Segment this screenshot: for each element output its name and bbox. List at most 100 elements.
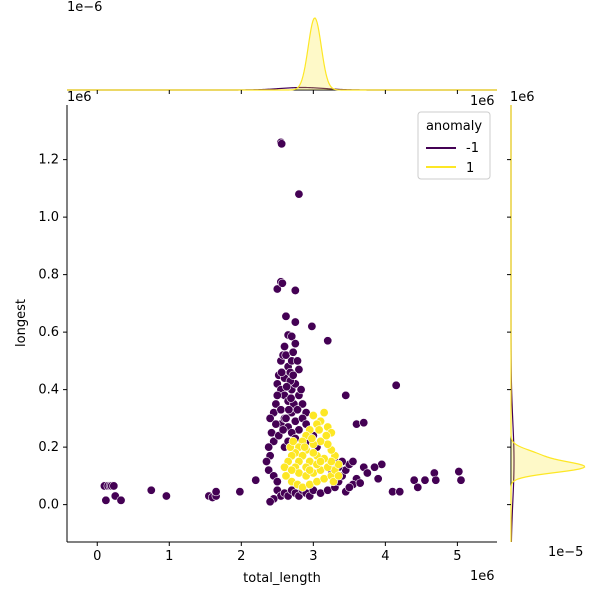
x-axis-label: total_length bbox=[243, 571, 321, 586]
scatter-points bbox=[99, 137, 466, 507]
axes: 0 1 2 3 4 5 0.0 0.2 0.4 0.6 0.8 1.0 1.2 bbox=[38, 105, 497, 564]
point-series0-21 bbox=[277, 278, 287, 288]
point-series0-129 bbox=[292, 405, 302, 415]
y-tick-label-1: 0.2 bbox=[38, 440, 59, 455]
point-series0-50 bbox=[344, 482, 354, 492]
point-series1-4 bbox=[308, 410, 318, 420]
point-series0-13 bbox=[211, 487, 221, 497]
point-series0-135 bbox=[284, 405, 294, 415]
point-series0-59 bbox=[280, 341, 290, 351]
right-marginal-kde bbox=[507, 105, 586, 543]
point-series0-66 bbox=[292, 356, 302, 366]
point-series0-28 bbox=[323, 336, 333, 346]
legend: anomaly -1 1 bbox=[417, 111, 491, 180]
point-series0-8 bbox=[146, 485, 156, 495]
point-series0-29 bbox=[341, 390, 351, 400]
point-series0-130 bbox=[296, 385, 306, 395]
x-tick-label-2: 2 bbox=[237, 549, 245, 564]
point-series0-7 bbox=[116, 495, 126, 505]
point-series0-20 bbox=[272, 284, 282, 294]
point-series0-81 bbox=[264, 465, 274, 475]
point-series1-54 bbox=[328, 477, 338, 487]
point-series0-24 bbox=[290, 317, 300, 327]
point-series0-65 bbox=[290, 339, 300, 349]
top-right-offset-label: 1e6 bbox=[470, 94, 495, 109]
x-tick-label-3: 3 bbox=[309, 549, 317, 564]
point-series1-46 bbox=[308, 448, 318, 458]
point-series0-38 bbox=[409, 475, 419, 485]
right-top-offset-label: 1e6 bbox=[510, 90, 535, 105]
point-series0-14 bbox=[235, 487, 245, 497]
point-series0-131 bbox=[281, 413, 291, 423]
point-series0-37 bbox=[395, 487, 405, 497]
y-tick-label-0: 0.0 bbox=[38, 498, 59, 513]
main-scatter-plot: 0 1 2 3 4 5 0.0 0.2 0.4 0.6 0.8 1.0 1.2 bbox=[38, 105, 497, 564]
y-tick-label-4: 0.8 bbox=[38, 268, 59, 283]
point-series1-55 bbox=[334, 471, 344, 481]
top-marginal-kde bbox=[67, 17, 497, 94]
point-series0-27 bbox=[307, 321, 317, 331]
point-series1-14 bbox=[281, 471, 291, 481]
point-series1-43 bbox=[305, 465, 315, 475]
point-series0-83 bbox=[272, 477, 282, 487]
point-series1-47 bbox=[300, 442, 310, 452]
x-tick-label-1: 1 bbox=[165, 549, 173, 564]
right-kde-pos1-fill bbox=[511, 105, 585, 542]
point-series0-9 bbox=[161, 491, 171, 501]
y-axis-label: longest bbox=[14, 299, 29, 347]
point-series0-43 bbox=[454, 467, 464, 477]
right-kde-pos1 bbox=[510, 105, 586, 542]
point-series0-35 bbox=[373, 474, 383, 484]
point-series0-5 bbox=[109, 481, 119, 491]
point-series0-136 bbox=[288, 370, 298, 380]
point-series0-15 bbox=[251, 475, 261, 485]
top-marginal-offset-label: 1e−6 bbox=[67, 0, 102, 15]
point-series0-134 bbox=[278, 425, 288, 435]
legend-label-pos1: 1 bbox=[466, 161, 474, 176]
point-series0-51 bbox=[355, 478, 365, 488]
point-series0-18 bbox=[294, 189, 304, 199]
top-kde-pos1-fill bbox=[67, 18, 497, 90]
y-tick-label-2: 0.4 bbox=[38, 383, 59, 398]
point-series0-46 bbox=[362, 468, 372, 478]
point-series0-54 bbox=[271, 399, 281, 409]
legend-box bbox=[417, 111, 491, 180]
point-series1-51 bbox=[287, 465, 297, 475]
point-series0-99 bbox=[265, 497, 275, 507]
point-series1-48 bbox=[321, 431, 331, 441]
point-series0-115 bbox=[348, 456, 358, 466]
point-series0-132 bbox=[271, 419, 281, 429]
point-series0-23 bbox=[281, 311, 291, 321]
point-series0-17 bbox=[277, 139, 287, 149]
point-series0-39 bbox=[413, 482, 423, 492]
y-tick-label-6: 1.2 bbox=[38, 153, 59, 168]
point-series0-34 bbox=[370, 462, 380, 472]
point-series0-1 bbox=[101, 495, 111, 505]
point-series0-67 bbox=[294, 364, 304, 374]
point-series0-78 bbox=[264, 442, 274, 452]
point-series0-80 bbox=[262, 456, 272, 466]
y-tick-label-5: 1.0 bbox=[38, 210, 59, 225]
point-series1-50 bbox=[307, 433, 317, 443]
point-series0-42 bbox=[431, 475, 441, 485]
x-tick-label-5: 5 bbox=[453, 549, 461, 564]
point-series1-0 bbox=[319, 408, 329, 418]
right-marginal-offset-label: 1e−5 bbox=[548, 545, 583, 560]
top-kde-pos1 bbox=[67, 17, 497, 91]
point-series0-53 bbox=[265, 413, 275, 423]
y-tick-label-3: 0.6 bbox=[38, 325, 59, 340]
legend-label-neg1: -1 bbox=[466, 141, 479, 156]
point-series0-124 bbox=[272, 390, 282, 400]
point-series1-45 bbox=[316, 456, 326, 466]
point-series0-40 bbox=[420, 475, 430, 485]
point-series0-125 bbox=[276, 405, 286, 415]
point-series0-22 bbox=[290, 285, 300, 295]
legend-title: anomaly bbox=[426, 119, 482, 134]
point-series0-32 bbox=[391, 380, 401, 390]
point-series0-44 bbox=[456, 475, 466, 485]
y-offset-label: 1e6 bbox=[67, 90, 92, 105]
point-series0-64 bbox=[288, 347, 298, 357]
point-series0-137 bbox=[277, 367, 287, 377]
point-series1-53 bbox=[288, 436, 298, 446]
